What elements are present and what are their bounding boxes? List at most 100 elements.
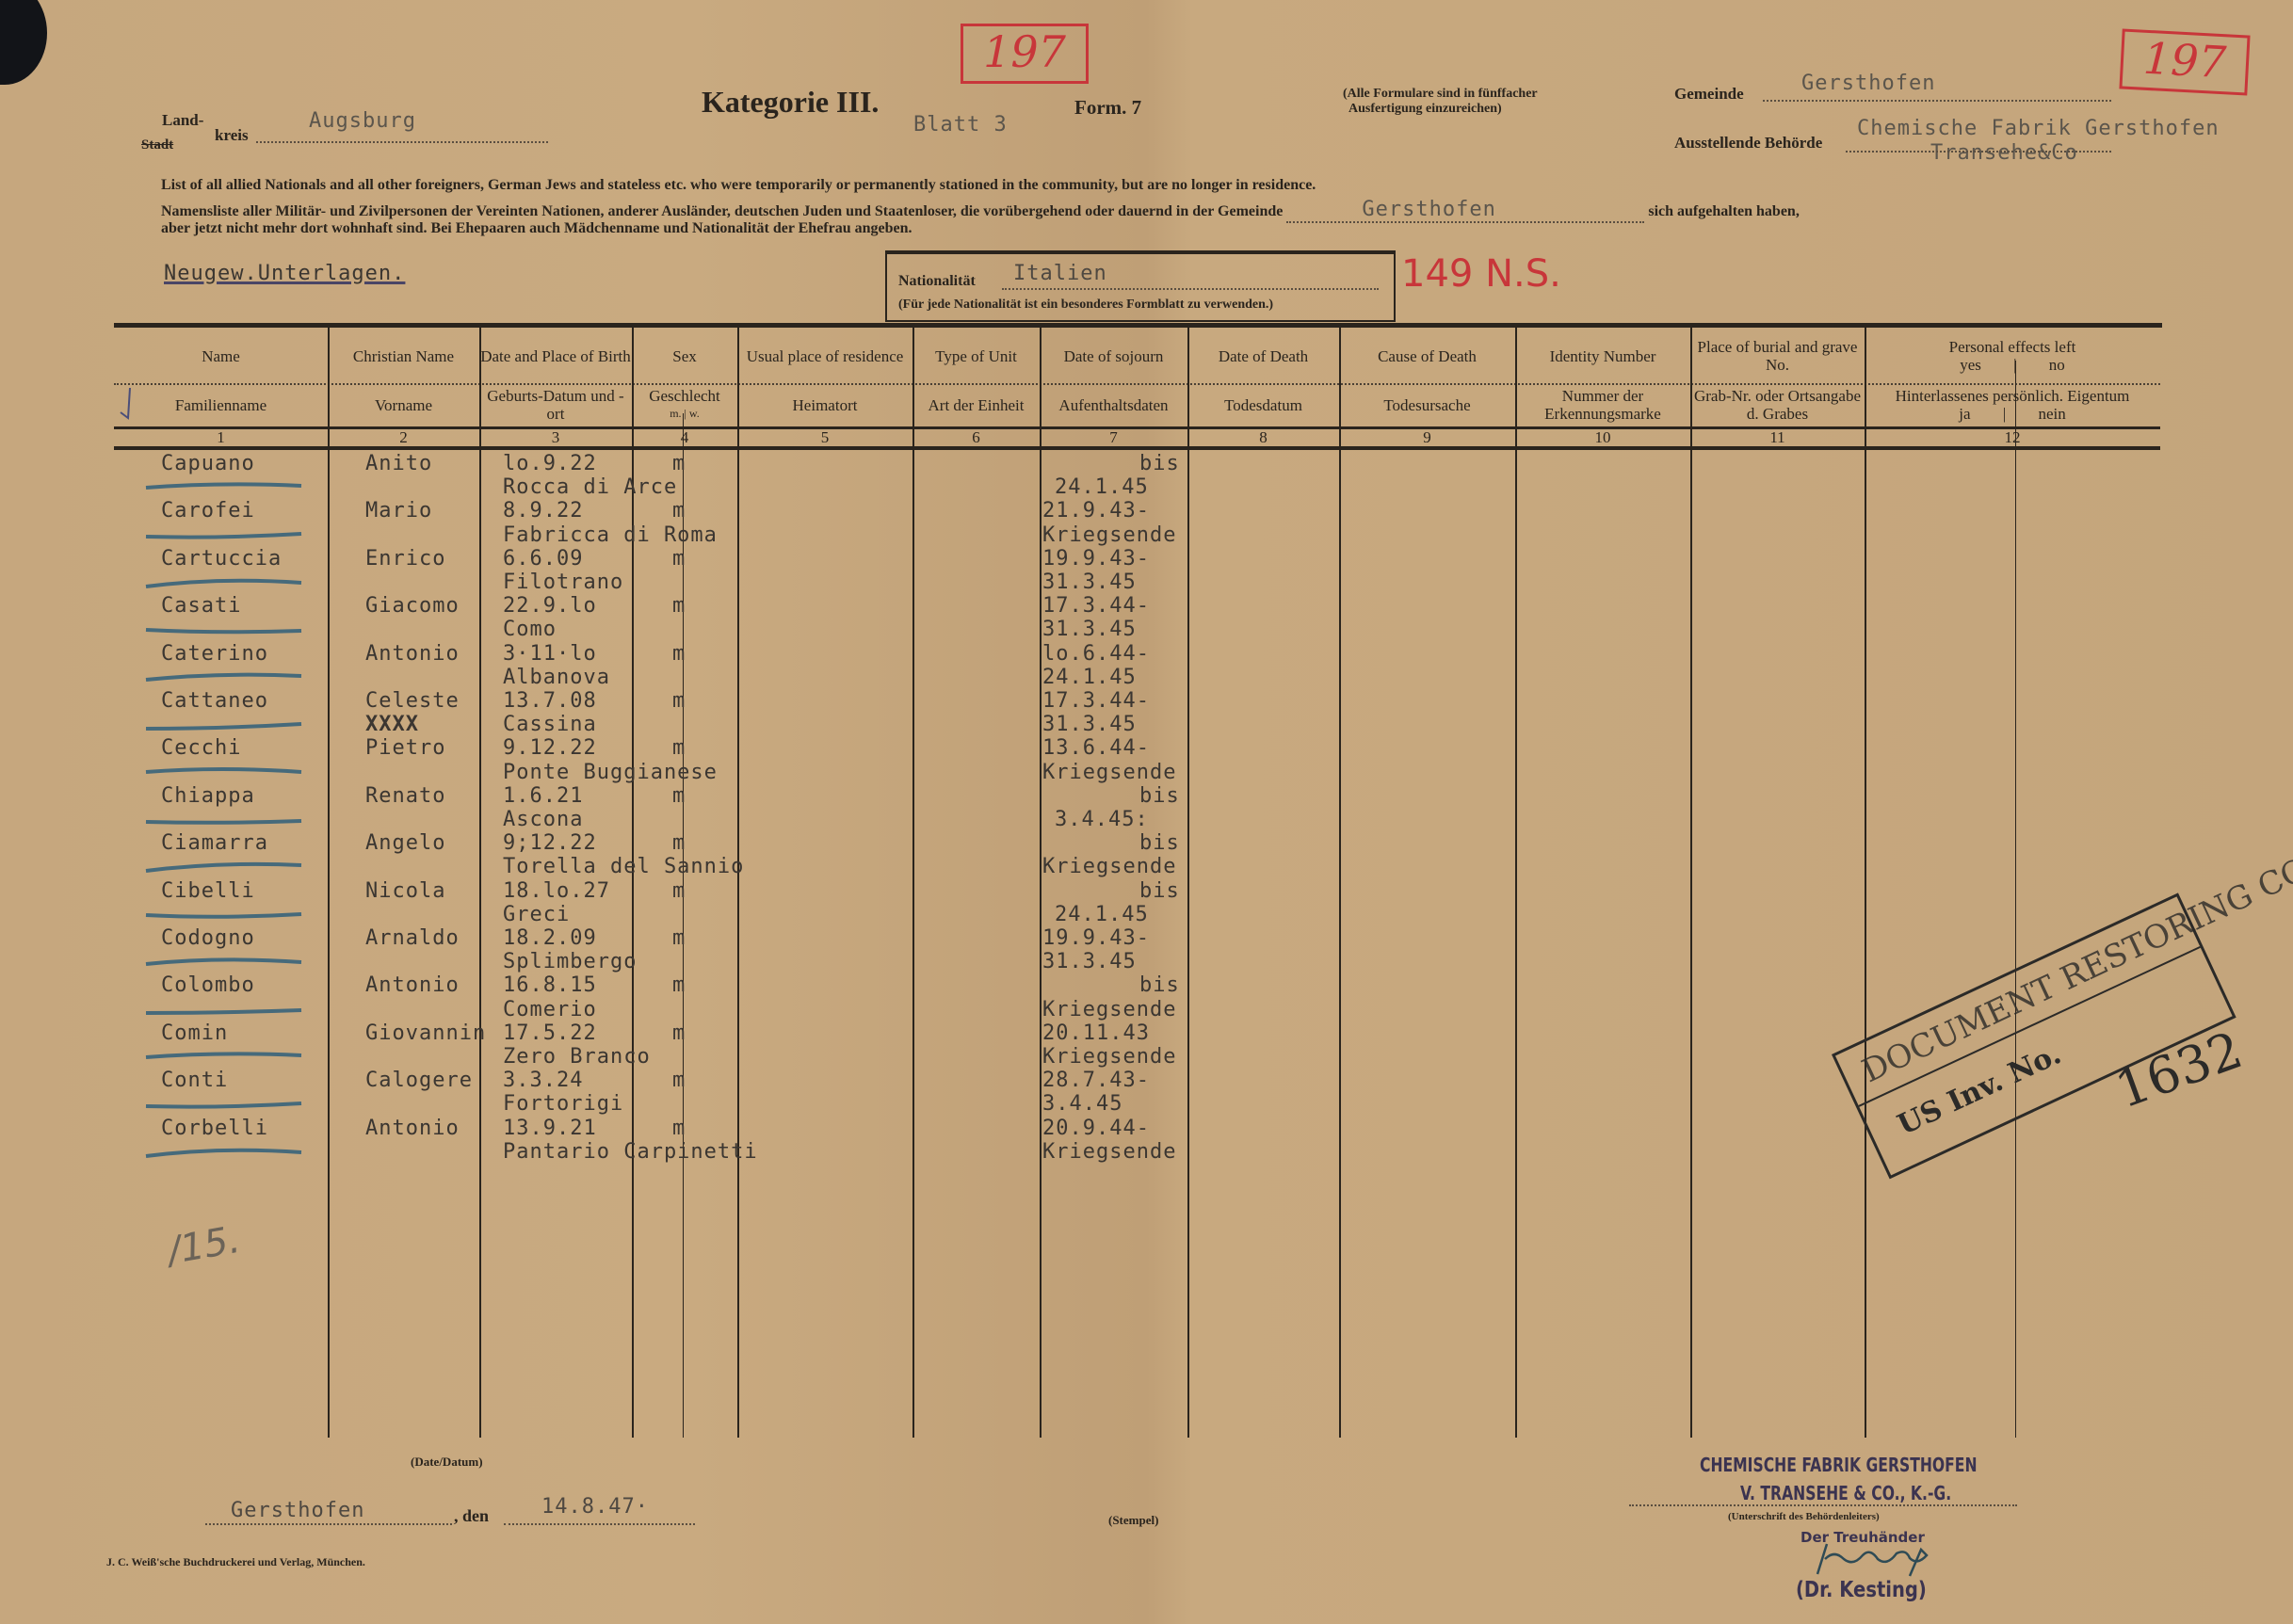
sojourn-to: 31.3.45 bbox=[1042, 571, 1137, 594]
column-divider bbox=[479, 323, 481, 1438]
company-stamp-line1: CHEMISCHE FABRIK GERSTHOFEN bbox=[1700, 1454, 1978, 1476]
sojourn-from: bis bbox=[1139, 452, 1180, 475]
company-stamp-line2: V. TRANSEHE & CO., K.-G. bbox=[1740, 1482, 1952, 1504]
christian-name: Angelo bbox=[365, 831, 446, 856]
blue-pencil-underline bbox=[145, 578, 302, 588]
sojourn-to: Kriegsende bbox=[1042, 997, 1177, 1021]
family-name: Conti bbox=[161, 1069, 229, 1093]
column-header-en-text: Personal effects left bbox=[1948, 338, 2076, 356]
birth-place: Pantario Carpinetti bbox=[503, 1139, 758, 1164]
family-name: Cartuccia bbox=[161, 546, 283, 571]
sex: m bbox=[672, 831, 686, 856]
sojourn-from: 20.9.44- bbox=[1042, 1116, 1150, 1140]
blue-pencil-underline bbox=[145, 672, 302, 682]
table-top-rule bbox=[114, 323, 2162, 328]
christian-name-struck: XXXX bbox=[365, 713, 419, 737]
landkreis-dotline bbox=[256, 141, 548, 143]
column-header-de-text: Nummer der Erkennungsmarke bbox=[1544, 387, 1661, 423]
column-number: 12 bbox=[1865, 428, 2160, 446]
sojourn-to: 31.3.45 bbox=[1042, 713, 1137, 737]
nationality-value: Italien bbox=[1013, 262, 1107, 285]
birth-date: 8.9.22 bbox=[503, 499, 584, 523]
red-number-box-1: 197 bbox=[961, 24, 1089, 84]
column-header-de: Geburts-Datum und -ort bbox=[479, 385, 632, 425]
handwritten-count-text: 149 N.S. bbox=[1401, 252, 1561, 296]
blue-pencil-underline bbox=[145, 767, 302, 775]
birth-place: Comerio bbox=[503, 997, 597, 1021]
sojourn-from: 28.7.43- bbox=[1042, 1069, 1150, 1093]
column-header-de-text: Geburts-Datum und -ort bbox=[487, 387, 624, 423]
column-header-de-text: Aufenthaltsdaten bbox=[1058, 395, 1169, 414]
column-header-en-sub: yes | no bbox=[1960, 356, 2065, 374]
christian-name: Pietro bbox=[365, 736, 446, 761]
column-header-en: Personal effects left yes | no bbox=[1865, 329, 2160, 383]
christian-name: Anito bbox=[365, 452, 433, 475]
column-divider bbox=[632, 323, 634, 1438]
column-number-text: 2 bbox=[399, 428, 408, 446]
scan-edge-shadow bbox=[0, 0, 47, 85]
nationality-label: Nationalität bbox=[898, 273, 976, 289]
column-number-text: 7 bbox=[1109, 428, 1118, 446]
column-header-en-text: Place of burial and grave No. bbox=[1697, 338, 1858, 374]
column-header-de: Grab-Nr. oder Ortsangabe d. Grabes bbox=[1690, 385, 1865, 425]
christian-name: Enrico bbox=[365, 546, 446, 571]
signature-label: (Unterschrift des Behördenleiters) bbox=[1728, 1511, 1880, 1522]
blue-pencil-underline bbox=[145, 818, 302, 825]
footer-place: Gersthofen bbox=[231, 1499, 365, 1522]
family-name: Capuano bbox=[161, 452, 255, 475]
sojourn-from: lo.6.44- bbox=[1042, 641, 1150, 666]
birth-place: Rocca di Arce bbox=[503, 475, 678, 500]
column-number: 11 bbox=[1690, 428, 1865, 446]
column-header-en: Christian Name bbox=[328, 329, 479, 383]
column-number: 2 bbox=[328, 428, 479, 446]
column-number-text: 9 bbox=[1423, 428, 1431, 446]
column-header-en: Date of sojourn bbox=[1040, 329, 1187, 383]
family-name: Cecchi bbox=[161, 736, 242, 761]
birth-place: Fortorigi bbox=[503, 1092, 624, 1117]
column-header-en-text: Usual place of residence bbox=[746, 346, 904, 365]
sojourn-from: bis bbox=[1139, 831, 1180, 856]
family-name: Ciamarra bbox=[161, 831, 268, 856]
sojourn-from: 17.3.44- bbox=[1042, 689, 1150, 713]
christian-name: Antonio bbox=[365, 641, 460, 666]
column-number-text: 6 bbox=[972, 428, 980, 446]
sojourn-to: Kriegsende bbox=[1042, 1139, 1177, 1164]
sojourn-to: 24.1.45 bbox=[1042, 665, 1137, 689]
column-number: 4 bbox=[632, 428, 737, 446]
birth-place: Greci bbox=[503, 902, 571, 926]
birth-date: 6.6.09 bbox=[503, 546, 584, 571]
sojourn-from: 21.9.43- bbox=[1042, 499, 1150, 523]
red-number-box-2: 197 bbox=[2119, 28, 2251, 96]
family-name: Comin bbox=[161, 1021, 229, 1045]
intro-english: List of all allied Nationals and all oth… bbox=[161, 177, 1316, 193]
sex: m bbox=[672, 546, 686, 571]
column-header-en: Date and Place of Birth bbox=[479, 329, 632, 383]
column-number: 10 bbox=[1515, 428, 1690, 446]
sojourn-to: 31.3.45 bbox=[1042, 950, 1137, 974]
column-header-en-text: Cause of Death bbox=[1378, 346, 1477, 365]
landkreis-value: Augsburg bbox=[309, 109, 416, 133]
column-divider bbox=[737, 323, 739, 1438]
column-divider bbox=[912, 323, 914, 1438]
column-header-en: Name bbox=[114, 329, 328, 383]
column-header-en-text: Date and Place of Birth bbox=[480, 346, 631, 365]
intro-german: Namensliste aller Militär- und Zivilpers… bbox=[161, 198, 1800, 223]
sex: m bbox=[672, 641, 686, 666]
behoerde-dotline bbox=[1846, 151, 2111, 153]
handwritten-total: /15. bbox=[164, 1217, 244, 1274]
column-header-de: Art der Einheit bbox=[912, 385, 1040, 425]
sex: m bbox=[672, 1116, 686, 1140]
christian-name: Antonio bbox=[365, 1116, 460, 1140]
sex: m bbox=[672, 1021, 686, 1045]
form-note-line1: (Alle Formulare sind in fünffacher bbox=[1343, 87, 1538, 101]
check-mark-icon bbox=[120, 387, 131, 420]
birth-date: 17.5.22 bbox=[503, 1021, 597, 1045]
signature-scribble bbox=[1816, 1543, 1929, 1577]
column-divider bbox=[1690, 323, 1692, 1438]
birth-date: 13.7.08 bbox=[503, 689, 597, 713]
sex: m bbox=[672, 926, 686, 950]
sojourn-from: 13.6.44- bbox=[1042, 736, 1150, 761]
birth-place: Zero Branco bbox=[503, 1045, 651, 1069]
family-name: Cibelli bbox=[161, 878, 255, 903]
column-number: 3 bbox=[479, 428, 632, 446]
